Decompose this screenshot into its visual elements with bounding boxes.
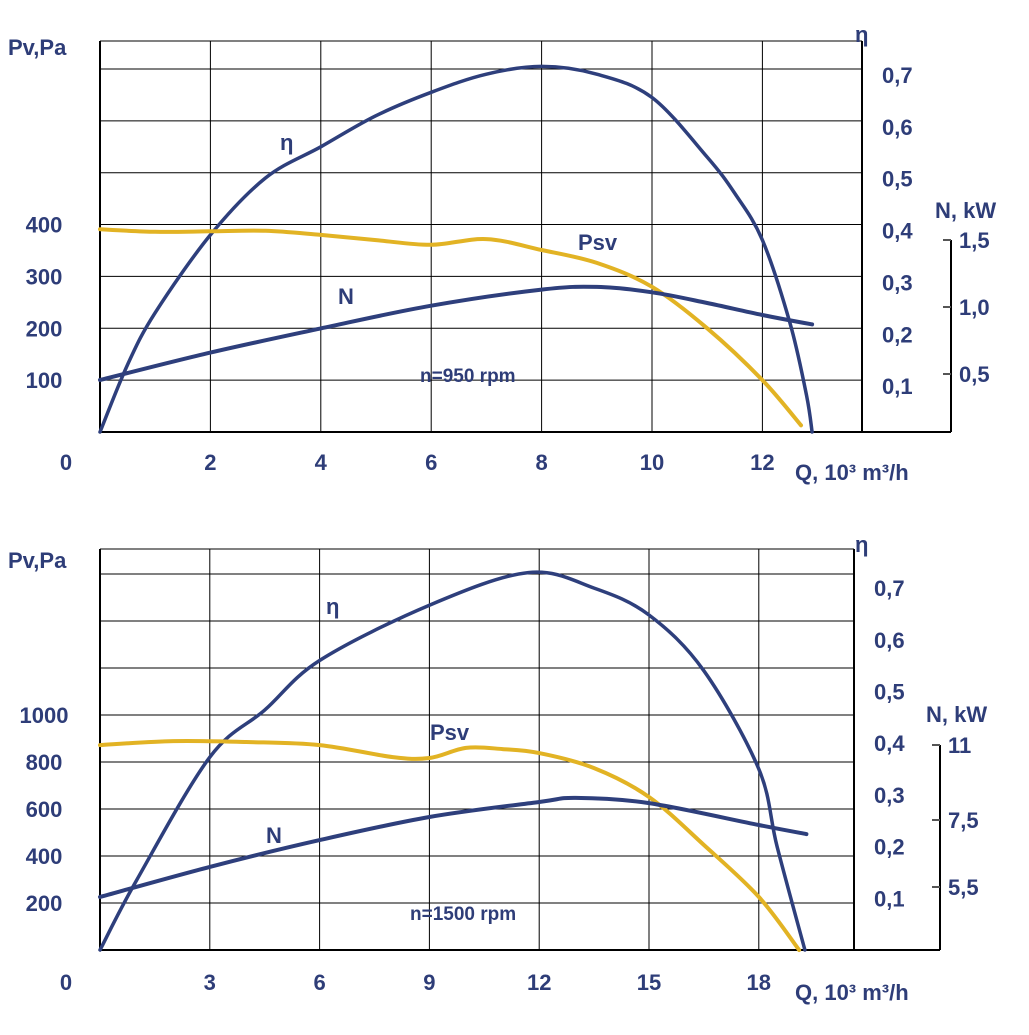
- series-label-N: N: [338, 284, 354, 309]
- speed-annotation: n=950 rpm: [420, 366, 516, 387]
- power-tick-label: 0,5: [959, 362, 990, 387]
- pv-axis-title: Pv,Pa: [8, 548, 67, 573]
- eta-tick-label: 0,6: [882, 115, 913, 140]
- x-tick-label: 4: [315, 450, 328, 475]
- power-tick-label: 1,0: [959, 295, 990, 320]
- eta-tick-label: 0,2: [882, 322, 913, 347]
- pv-tick-label: 400: [26, 213, 63, 238]
- x-axis-title: Q, 10³ m³/h: [795, 980, 909, 1005]
- pv-tick-label: 400: [26, 844, 63, 869]
- x-tick-label: 3: [204, 970, 216, 995]
- eta-tick-label: 0,7: [874, 576, 905, 601]
- power-axis-title: N, kW: [926, 702, 987, 727]
- series-static-pressure-line: [98, 738, 802, 952]
- series-efficiency-line: [98, 64, 814, 434]
- eta-tick-label: 0,7: [882, 63, 913, 88]
- pv-axis-title: Pv,Pa: [8, 35, 67, 60]
- x-axis-title: Q, 10³ m³/h: [795, 460, 909, 485]
- eta-tick-label: 0,3: [882, 270, 913, 295]
- power-tick-label: 1,5: [959, 228, 990, 253]
- series-power-line: [98, 284, 815, 382]
- eta-tick-label: 0,2: [874, 835, 905, 860]
- pv-tick-label: 300: [26, 264, 63, 289]
- eta-axis-title: η: [855, 22, 868, 47]
- series-efficiency-line: [98, 570, 807, 952]
- series-label-pv: Psv: [430, 720, 470, 745]
- power-tick-label: 7,5: [948, 808, 979, 833]
- power-tick-label: 11: [948, 733, 971, 758]
- x-tick-label: 2: [204, 450, 216, 475]
- power-axis-title: N, kW: [935, 198, 996, 223]
- eta-tick-label: 0,1: [874, 886, 905, 911]
- x-tick-label: 18: [747, 970, 771, 995]
- series-label-eta: η: [326, 594, 339, 619]
- eta-tick-label: 0,4: [882, 219, 913, 244]
- x-tick-label: 15: [637, 970, 661, 995]
- x-tick-label: 6: [313, 970, 325, 995]
- x-tick-label: 10: [640, 450, 664, 475]
- x-tick-label: 6: [425, 450, 437, 475]
- series-label-eta: η: [280, 130, 293, 155]
- x-tick-label: 0: [60, 450, 72, 475]
- pv-tick-label: 1000: [20, 703, 69, 728]
- pv-tick-label: 800: [26, 750, 63, 775]
- series-label-N: N: [266, 823, 282, 848]
- pv-tick-label: 600: [26, 797, 63, 822]
- eta-tick-label: 0,5: [874, 680, 905, 705]
- speed-annotation: n=1500 rpm: [410, 904, 516, 925]
- eta-tick-label: 0,1: [882, 374, 913, 399]
- eta-tick-label: 0,6: [874, 628, 905, 653]
- pv-tick-label: 200: [26, 316, 63, 341]
- eta-tick-label: 0,5: [882, 167, 913, 192]
- pv-tick-label: 200: [26, 891, 63, 916]
- eta-axis-title: η: [855, 532, 868, 557]
- eta-tick-label: 0,3: [874, 783, 905, 808]
- eta-tick-label: 0,4: [874, 731, 905, 756]
- x-tick-label: 8: [535, 450, 547, 475]
- x-tick-label: 12: [750, 450, 774, 475]
- chart-950-rpm: η Psv N 0 2 4 6 8 10 12 100 200 300 400 0,1 0,2 0,3 0,4 0,…: [8, 22, 996, 485]
- series-static-pressure-line: [98, 227, 803, 428]
- pv-tick-label: 100: [26, 368, 63, 393]
- series-label-pv: Psv: [578, 230, 618, 255]
- chart-1500-rpm: η Psv N 0 3 6 9 12 15 18 200 400 600 800 1000 0,1 0,2 0,3…: [8, 532, 987, 1005]
- power-tick-label: 5,5: [948, 875, 979, 900]
- x-tick-label: 0: [60, 970, 72, 995]
- series-power-line: [98, 795, 809, 899]
- x-tick-label: 12: [527, 970, 551, 995]
- x-tick-label: 9: [423, 970, 435, 995]
